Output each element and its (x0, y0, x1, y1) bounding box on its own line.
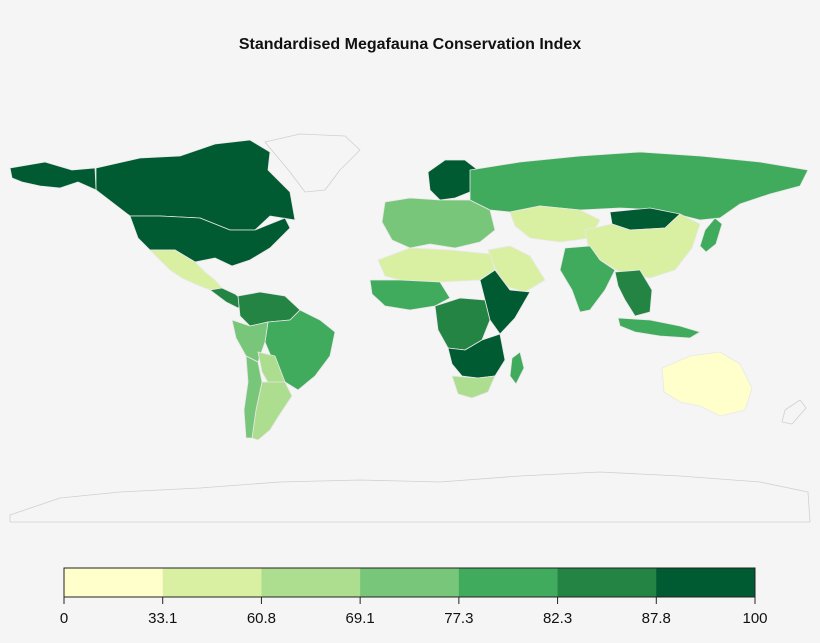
map-title: Standardised Megafauna Conservation Inde… (238, 36, 582, 53)
legend-bin (162, 568, 262, 597)
region-south-africa (451, 375, 496, 399)
region-indonesia (617, 317, 701, 339)
world-map (9, 133, 811, 523)
region-north-africa (377, 247, 496, 283)
region-southeast-asia (614, 269, 653, 317)
legend-tick-label: 82.3 (543, 610, 572, 627)
region-japan (699, 217, 723, 253)
region-peru (231, 319, 269, 363)
legend-tick-label: 0 (60, 610, 68, 627)
region-antarctica (9, 471, 811, 523)
region-usa (129, 215, 291, 267)
legend-tick-label: 87.8 (642, 610, 671, 627)
region-chile (243, 355, 263, 439)
region-india (559, 245, 616, 313)
legend-frame (63, 567, 756, 598)
legend-tick-label: 77.3 (444, 610, 473, 627)
region-australia (661, 351, 753, 417)
legend-bin (64, 568, 164, 597)
region-greenland (264, 133, 361, 193)
region-alaska (9, 161, 97, 191)
region-east-africa (479, 269, 531, 335)
region-canada (95, 139, 296, 231)
region-madagascar (509, 351, 525, 385)
region-europe (381, 197, 496, 249)
region-southern-africa (447, 333, 506, 379)
legend-bin (656, 568, 756, 597)
color-legend: 0 33.1 60.8 69.1 77.3 82.3 87.8 100 (60, 567, 768, 627)
legend-tick-label: 33.1 (148, 610, 177, 627)
legend-bin (360, 568, 460, 597)
legend-tick-label: 69.1 (346, 610, 375, 627)
legend-bin (458, 568, 559, 597)
region-new-zealand (781, 399, 807, 425)
legend-bin (261, 568, 361, 597)
legend-tick-label: 60.8 (247, 610, 276, 627)
legend-bin (557, 568, 657, 597)
legend-tick-label: 100 (742, 610, 767, 627)
